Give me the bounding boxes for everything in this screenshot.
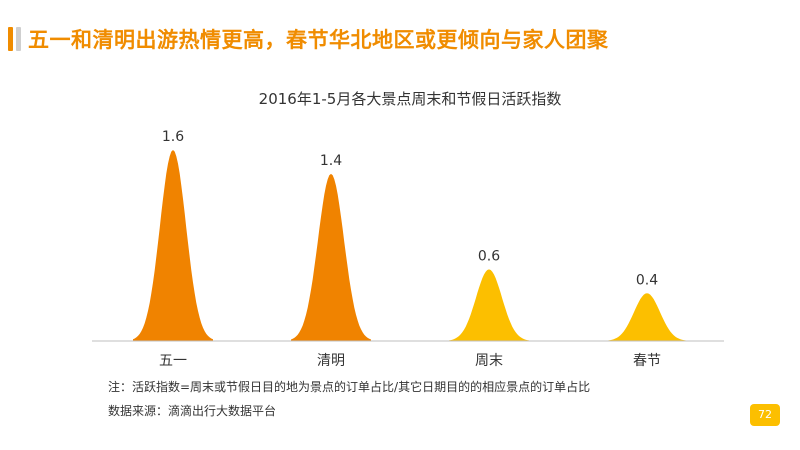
x-tick-label-4: 春节 [633, 353, 661, 369]
data-label-1: 1.6 [162, 129, 184, 145]
peak-2 [291, 173, 371, 341]
header-accent-bar [8, 27, 13, 51]
peak-1 [133, 150, 213, 341]
x-tick-label-1: 五一 [159, 353, 187, 369]
page-number-badge: 72 [750, 404, 780, 426]
data-label-2: 1.4 [320, 153, 342, 169]
x-tick-label-3: 周末 [475, 353, 503, 369]
header-accent-bar-secondary [16, 27, 21, 51]
chart-footnote: 注：活跃指数=周末或节假日目的地为景点的订单占比/其它日期目的的相应景点的订单占… [108, 380, 591, 394]
peak-3 [449, 269, 529, 341]
x-tick-label-2: 清明 [317, 353, 345, 369]
chart-title: 2016年1-5月各大景点周末和节假日活跃指数 [259, 90, 562, 108]
data-source: 数据来源：滴滴出行大数据平台 [108, 404, 277, 418]
activity-index-chart: 2016年1-5月各大景点周末和节假日活跃指数 1.6 五一 1.4 清明 0.6 周末 0… [92, 90, 724, 369]
data-label-4: 0.4 [636, 272, 658, 288]
page-title: 五一和清明出游热情更高，春节华北地区或更倾向与家人团聚 [28, 28, 609, 52]
data-label-3: 0.6 [478, 248, 500, 264]
peak-4 [607, 293, 687, 341]
